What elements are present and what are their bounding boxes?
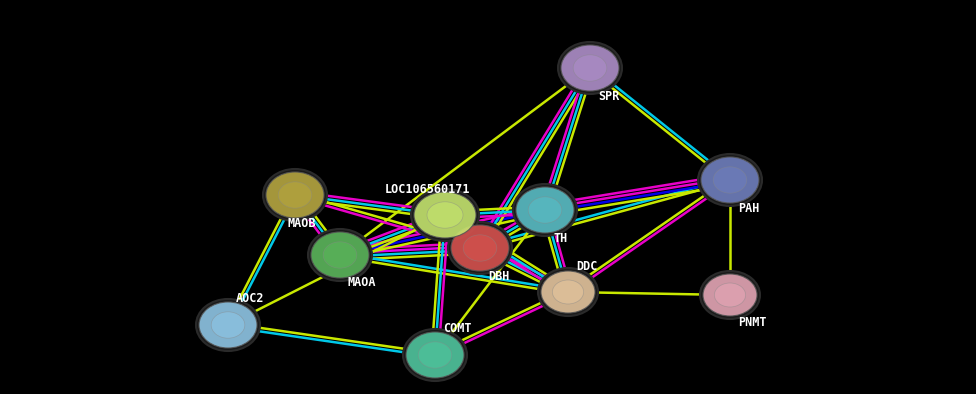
Ellipse shape xyxy=(703,274,757,316)
Ellipse shape xyxy=(311,232,369,278)
Text: SPR: SPR xyxy=(598,89,620,102)
Ellipse shape xyxy=(403,329,467,381)
Text: AOC2: AOC2 xyxy=(236,292,264,305)
Ellipse shape xyxy=(561,45,619,91)
Text: PNMT: PNMT xyxy=(738,316,766,329)
Ellipse shape xyxy=(414,192,476,238)
Ellipse shape xyxy=(700,271,760,319)
Ellipse shape xyxy=(464,235,497,261)
Ellipse shape xyxy=(516,187,574,233)
Ellipse shape xyxy=(558,42,622,94)
Ellipse shape xyxy=(451,225,509,271)
Text: MAOA: MAOA xyxy=(348,277,377,290)
Ellipse shape xyxy=(713,167,747,193)
Text: MAOB: MAOB xyxy=(287,216,315,229)
Text: TH: TH xyxy=(553,232,567,245)
Ellipse shape xyxy=(714,283,746,307)
Ellipse shape xyxy=(308,229,372,281)
Ellipse shape xyxy=(698,154,762,206)
Ellipse shape xyxy=(541,271,595,313)
Ellipse shape xyxy=(411,189,479,241)
Ellipse shape xyxy=(196,299,260,351)
Ellipse shape xyxy=(323,242,357,268)
Text: DDC: DDC xyxy=(576,260,597,273)
Ellipse shape xyxy=(406,332,464,378)
Text: LOC106560171: LOC106560171 xyxy=(385,182,470,195)
Ellipse shape xyxy=(427,202,463,228)
Text: PAH: PAH xyxy=(738,201,759,214)
Ellipse shape xyxy=(266,172,324,218)
Ellipse shape xyxy=(538,268,598,316)
Text: COMT: COMT xyxy=(443,323,471,336)
Ellipse shape xyxy=(278,182,311,208)
Ellipse shape xyxy=(513,184,577,236)
Ellipse shape xyxy=(418,342,452,368)
Ellipse shape xyxy=(701,157,759,203)
Ellipse shape xyxy=(211,312,245,338)
Text: DBH: DBH xyxy=(488,269,509,282)
Ellipse shape xyxy=(448,222,512,274)
Ellipse shape xyxy=(263,169,327,221)
Ellipse shape xyxy=(552,280,584,304)
Ellipse shape xyxy=(199,302,257,348)
Ellipse shape xyxy=(573,55,607,81)
Ellipse shape xyxy=(528,197,562,223)
